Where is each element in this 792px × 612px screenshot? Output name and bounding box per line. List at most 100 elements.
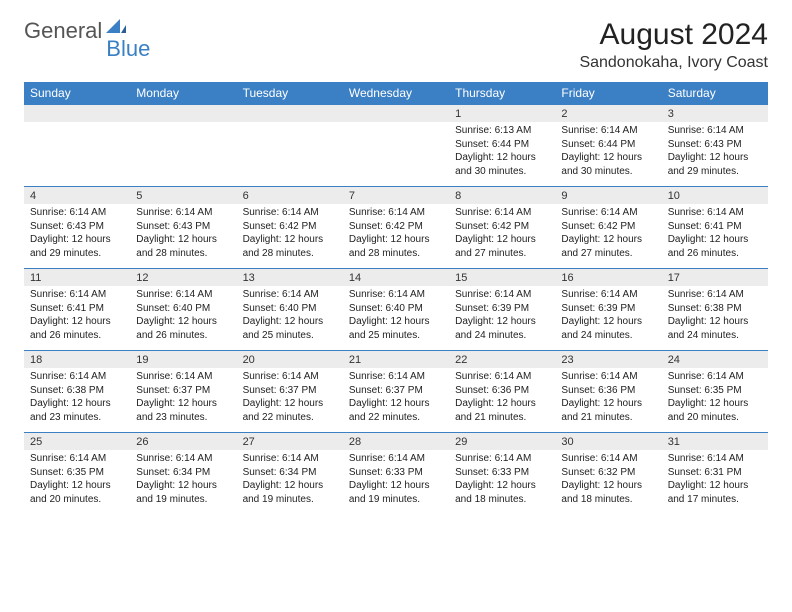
sunrise-text: Sunrise: 6:14 AM: [455, 288, 549, 302]
sunset-text: Sunset: 6:43 PM: [668, 138, 762, 152]
sunrise-text: Sunrise: 6:14 AM: [561, 288, 655, 302]
day-detail-cell: Sunrise: 6:14 AMSunset: 6:42 PMDaylight:…: [555, 204, 661, 269]
sunrise-text: Sunrise: 6:14 AM: [30, 370, 124, 384]
dow-monday: Monday: [130, 82, 236, 105]
day-detail-cell: Sunrise: 6:14 AMSunset: 6:40 PMDaylight:…: [237, 286, 343, 351]
location-label: Sandonokaha, Ivory Coast: [579, 54, 768, 72]
sunset-text: Sunset: 6:38 PM: [668, 302, 762, 316]
day-number-row: 123: [24, 105, 768, 123]
day-detail-cell: Sunrise: 6:14 AMSunset: 6:39 PMDaylight:…: [555, 286, 661, 351]
sunrise-text: Sunrise: 6:14 AM: [136, 370, 230, 384]
daylight-text: Daylight: 12 hours and 25 minutes.: [349, 315, 443, 342]
day-detail-cell: Sunrise: 6:14 AMSunset: 6:36 PMDaylight:…: [555, 368, 661, 433]
sunset-text: Sunset: 6:37 PM: [349, 384, 443, 398]
sunset-text: Sunset: 6:39 PM: [455, 302, 549, 316]
daylight-text: Daylight: 12 hours and 30 minutes.: [455, 151, 549, 178]
month-title: August 2024: [579, 18, 768, 52]
day-detail-cell: Sunrise: 6:14 AMSunset: 6:42 PMDaylight:…: [343, 204, 449, 269]
logo-text-general: General: [24, 18, 102, 44]
daylight-text: Daylight: 12 hours and 20 minutes.: [30, 479, 124, 506]
day-detail-row: Sunrise: 6:14 AMSunset: 6:38 PMDaylight:…: [24, 368, 768, 433]
sunrise-text: Sunrise: 6:14 AM: [561, 370, 655, 384]
sunrise-text: Sunrise: 6:14 AM: [136, 206, 230, 220]
day-number-cell: 31: [662, 433, 768, 451]
day-detail-cell: Sunrise: 6:14 AMSunset: 6:40 PMDaylight:…: [343, 286, 449, 351]
day-detail-cell: Sunrise: 6:14 AMSunset: 6:33 PMDaylight:…: [449, 450, 555, 514]
sunrise-text: Sunrise: 6:14 AM: [455, 206, 549, 220]
sunrise-text: Sunrise: 6:14 AM: [668, 452, 762, 466]
day-detail-cell: Sunrise: 6:14 AMSunset: 6:32 PMDaylight:…: [555, 450, 661, 514]
sunset-text: Sunset: 6:37 PM: [136, 384, 230, 398]
day-number-cell: 21: [343, 351, 449, 369]
sunrise-text: Sunrise: 6:13 AM: [455, 124, 549, 138]
day-detail-cell: Sunrise: 6:14 AMSunset: 6:34 PMDaylight:…: [130, 450, 236, 514]
daylight-text: Daylight: 12 hours and 18 minutes.: [561, 479, 655, 506]
day-number-cell: 6: [237, 187, 343, 205]
day-number-cell: [24, 105, 130, 123]
sunrise-text: Sunrise: 6:14 AM: [668, 206, 762, 220]
day-detail-cell: Sunrise: 6:14 AMSunset: 6:42 PMDaylight:…: [449, 204, 555, 269]
sunset-text: Sunset: 6:38 PM: [30, 384, 124, 398]
day-detail-cell: [343, 122, 449, 187]
day-number-cell: 1: [449, 105, 555, 123]
daylight-text: Daylight: 12 hours and 29 minutes.: [668, 151, 762, 178]
header: General Blue August 2024 Sandonokaha, Iv…: [24, 18, 768, 72]
sunset-text: Sunset: 6:41 PM: [30, 302, 124, 316]
sunrise-text: Sunrise: 6:14 AM: [561, 206, 655, 220]
day-detail-cell: [24, 122, 130, 187]
sunset-text: Sunset: 6:42 PM: [243, 220, 337, 234]
sunrise-text: Sunrise: 6:14 AM: [243, 206, 337, 220]
sunrise-text: Sunrise: 6:14 AM: [349, 206, 443, 220]
day-number-cell: 15: [449, 269, 555, 287]
day-number-cell: 2: [555, 105, 661, 123]
sunset-text: Sunset: 6:43 PM: [30, 220, 124, 234]
day-number-cell: 8: [449, 187, 555, 205]
day-number-cell: 19: [130, 351, 236, 369]
day-detail-cell: Sunrise: 6:14 AMSunset: 6:40 PMDaylight:…: [130, 286, 236, 351]
day-detail-cell: Sunrise: 6:14 AMSunset: 6:35 PMDaylight:…: [662, 368, 768, 433]
day-detail-cell: Sunrise: 6:14 AMSunset: 6:42 PMDaylight:…: [237, 204, 343, 269]
daylight-text: Daylight: 12 hours and 17 minutes.: [668, 479, 762, 506]
daylight-text: Daylight: 12 hours and 19 minutes.: [349, 479, 443, 506]
day-number-cell: 13: [237, 269, 343, 287]
day-number-cell: 29: [449, 433, 555, 451]
sunset-text: Sunset: 6:31 PM: [668, 466, 762, 480]
day-number-cell: 4: [24, 187, 130, 205]
sunset-text: Sunset: 6:44 PM: [561, 138, 655, 152]
sunrise-text: Sunrise: 6:14 AM: [668, 124, 762, 138]
daylight-text: Daylight: 12 hours and 24 minutes.: [668, 315, 762, 342]
day-detail-cell: Sunrise: 6:14 AMSunset: 6:37 PMDaylight:…: [237, 368, 343, 433]
sunrise-text: Sunrise: 6:14 AM: [30, 288, 124, 302]
day-detail-cell: Sunrise: 6:14 AMSunset: 6:38 PMDaylight:…: [662, 286, 768, 351]
sunset-text: Sunset: 6:36 PM: [561, 384, 655, 398]
sunrise-text: Sunrise: 6:14 AM: [30, 452, 124, 466]
sunset-text: Sunset: 6:32 PM: [561, 466, 655, 480]
dow-tuesday: Tuesday: [237, 82, 343, 105]
daylight-text: Daylight: 12 hours and 24 minutes.: [561, 315, 655, 342]
daylight-text: Daylight: 12 hours and 21 minutes.: [561, 397, 655, 424]
sunrise-text: Sunrise: 6:14 AM: [668, 370, 762, 384]
sunrise-text: Sunrise: 6:14 AM: [561, 124, 655, 138]
day-detail-cell: Sunrise: 6:14 AMSunset: 6:41 PMDaylight:…: [662, 204, 768, 269]
daylight-text: Daylight: 12 hours and 22 minutes.: [349, 397, 443, 424]
day-detail-cell: Sunrise: 6:14 AMSunset: 6:41 PMDaylight:…: [24, 286, 130, 351]
day-number-row: 11121314151617: [24, 269, 768, 287]
daylight-text: Daylight: 12 hours and 22 minutes.: [243, 397, 337, 424]
dow-sunday: Sunday: [24, 82, 130, 105]
sunset-text: Sunset: 6:43 PM: [136, 220, 230, 234]
daylight-text: Daylight: 12 hours and 24 minutes.: [455, 315, 549, 342]
day-number-cell: 11: [24, 269, 130, 287]
sunrise-text: Sunrise: 6:14 AM: [349, 452, 443, 466]
day-number-cell: [130, 105, 236, 123]
day-detail-cell: [237, 122, 343, 187]
day-number-cell: 12: [130, 269, 236, 287]
daylight-text: Daylight: 12 hours and 19 minutes.: [136, 479, 230, 506]
sunrise-text: Sunrise: 6:14 AM: [243, 370, 337, 384]
day-number-cell: 3: [662, 105, 768, 123]
sunset-text: Sunset: 6:40 PM: [136, 302, 230, 316]
sunset-text: Sunset: 6:34 PM: [136, 466, 230, 480]
logo-text-blue: Blue: [106, 36, 150, 62]
day-number-cell: 28: [343, 433, 449, 451]
day-detail-cell: Sunrise: 6:14 AMSunset: 6:34 PMDaylight:…: [237, 450, 343, 514]
logo: General Blue: [24, 18, 172, 44]
